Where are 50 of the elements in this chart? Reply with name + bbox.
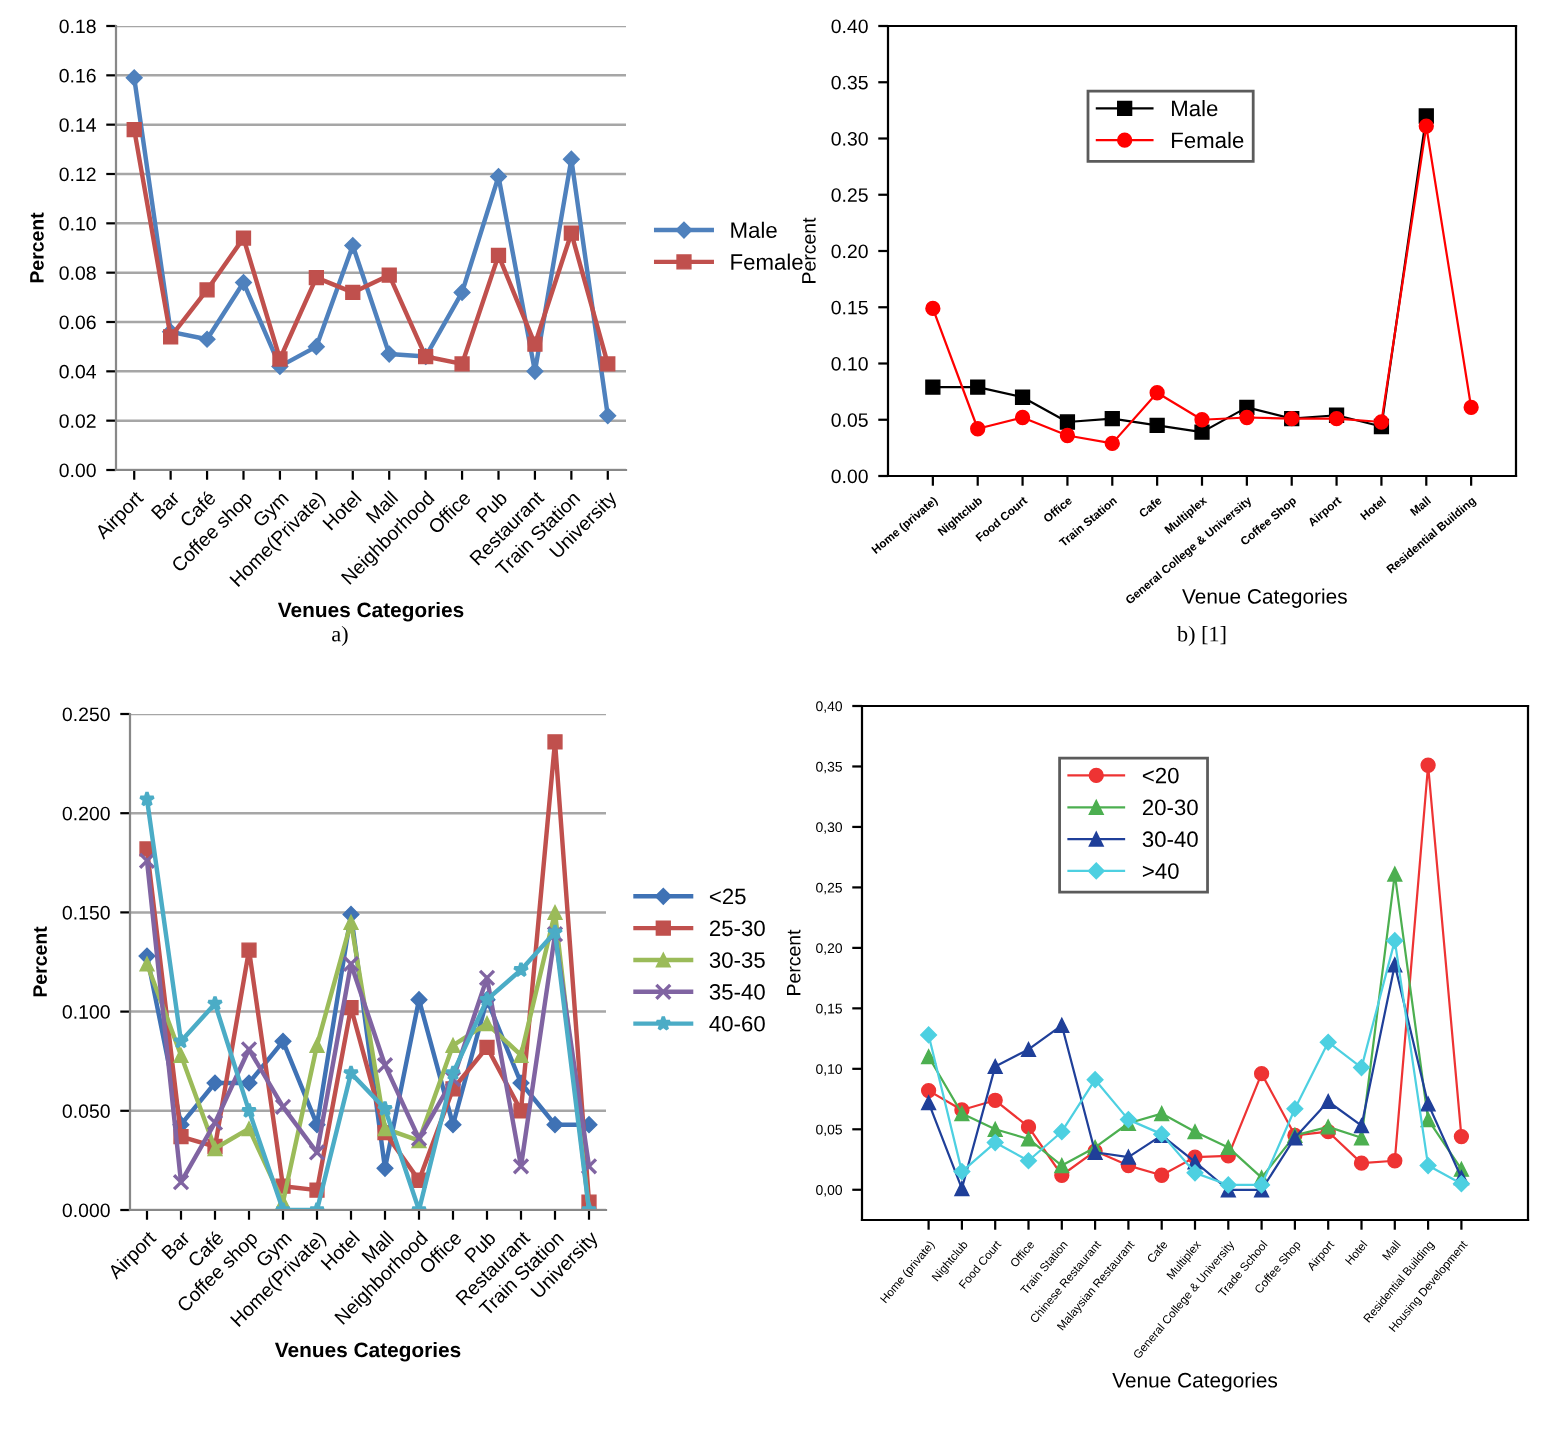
x-tick-label: Bar	[161, 1230, 191, 1260]
y-tick-label: 0.35	[831, 75, 868, 90]
x-axis-title: Venue Categories	[1112, 1372, 1278, 1392]
y-axis-title: Percent	[802, 217, 816, 283]
legend-label: 35-40	[709, 984, 765, 1000]
x-axis-title: Venues Categories	[277, 601, 464, 622]
y-tick-label: 0.100	[62, 1005, 110, 1019]
y-tick-label: 0.25	[831, 188, 868, 202]
y-axis-title: Percent	[33, 926, 47, 997]
y-tick-label: 0.15	[831, 300, 868, 315]
y-axis-title: Percent	[787, 929, 801, 995]
y-tick-label: 0.050	[62, 1104, 110, 1119]
legend-label: >40	[1142, 863, 1179, 879]
legend-label: 40-60	[709, 1015, 765, 1032]
y-tick-label: 0.250	[62, 707, 110, 722]
y-tick-label: 0.16	[59, 68, 96, 83]
legend-label: Male	[1172, 100, 1218, 117]
legend-label: Male	[731, 221, 777, 239]
x-axis-title: Venue Categories	[1182, 588, 1347, 608]
y-tick-label: 0.30	[831, 131, 868, 146]
text: b) [1]	[1177, 625, 1226, 647]
y-tick-label: 0.18	[59, 19, 96, 34]
legend-label: 30-40	[1142, 831, 1198, 848]
y-tick-label: 0.10	[59, 216, 96, 231]
x-axis-title: Venues Categories	[274, 1341, 461, 1362]
legend-label: 20-30	[1142, 799, 1198, 816]
y-tick-label: 0.12	[59, 167, 96, 182]
y-tick-label: 0.08	[59, 266, 96, 280]
x-tick-label: Bar	[150, 490, 181, 520]
y-tick-label: 0.40	[831, 19, 868, 34]
y-tick-label: 0.06	[59, 315, 96, 330]
y-tick-label: 0.00	[59, 463, 96, 478]
legend-label: <25	[709, 888, 746, 905]
y-tick-label: 0.20	[831, 244, 868, 259]
legend-label: <20	[1142, 767, 1179, 784]
legend-label: Female	[731, 253, 803, 270]
legend-label: Female	[1172, 131, 1244, 149]
y-tick-label: 0.14	[59, 118, 96, 132]
text: a)	[332, 625, 348, 647]
y-axis-title: Percent	[30, 212, 44, 283]
y-tick-label: 0.02	[59, 414, 96, 428]
y-tick-label: 0.200	[62, 806, 110, 821]
legend-label: 30-35	[709, 952, 765, 968]
y-tick-label: 0.10	[831, 356, 868, 371]
y-tick-label: 0.05	[831, 413, 868, 427]
y-tick-label: 0.150	[62, 905, 110, 920]
y-tick-label: 0.04	[59, 364, 96, 379]
y-tick-label: 0.000	[62, 1203, 110, 1218]
y-tick-label: 0.00	[831, 469, 868, 484]
legend-label: 25-30	[709, 920, 765, 937]
